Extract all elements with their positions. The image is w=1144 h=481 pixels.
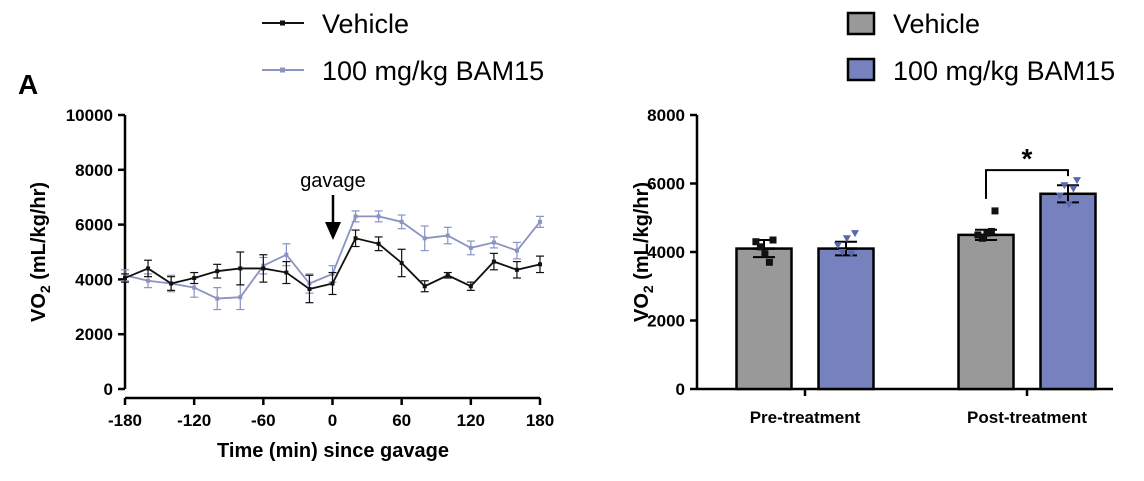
data-point-vehicle	[353, 236, 358, 241]
data-point-vehicle	[422, 284, 427, 289]
data-point-bam15	[491, 240, 496, 245]
data-point-bam15	[284, 252, 289, 257]
data-point-vehicle	[514, 267, 519, 272]
line-x-axis-title: Time (min) since gavage	[217, 440, 449, 462]
data-point-vehicle	[376, 241, 381, 246]
bar-point-bam15	[833, 242, 842, 250]
bar-point-vehicle	[761, 250, 769, 258]
data-point-vehicle	[307, 286, 312, 291]
significance-star: *	[1022, 143, 1033, 174]
data-point-vehicle	[169, 281, 174, 286]
data-point-bam15	[422, 236, 427, 241]
data-point-vehicle	[468, 284, 473, 289]
bar-vehicle	[957, 233, 1015, 391]
data-point-bam15	[514, 248, 519, 253]
bar-point-bam15	[1060, 182, 1069, 190]
data-point-vehicle	[491, 259, 496, 264]
data-point-vehicle	[123, 276, 127, 281]
bar-point-vehicle	[987, 227, 995, 235]
gavage-arrow	[325, 195, 341, 240]
bar-point-vehicle	[974, 231, 982, 239]
bar-point-bam15	[1069, 185, 1078, 193]
data-point-vehicle	[146, 266, 151, 271]
bar-category-label: Pre-treatment	[750, 408, 861, 427]
line-y-axis-title: VO2 (mL/kg/hr)	[28, 182, 53, 322]
data-point-bam15	[215, 296, 220, 301]
bar-point-vehicle	[983, 229, 991, 237]
line-chart: 0 2000 4000 6000 8000 10000 -180 -120 -60 0 60 120 1…	[66, 106, 554, 430]
bar-y-tick-label: 4000	[647, 243, 685, 262]
bar-bam15	[817, 247, 875, 391]
data-point-vehicle	[538, 262, 542, 267]
line-y-tick-label: 4000	[75, 270, 113, 289]
bar-y-tick-label: 6000	[647, 175, 685, 194]
legend-vehicle-line-marker	[280, 20, 285, 26]
data-point-vehicle	[215, 269, 220, 274]
legend-vehicle-bar-swatch	[846, 11, 876, 36]
bar-y-tick-label: 2000	[647, 312, 685, 331]
data-point-bam15	[353, 214, 358, 219]
data-point-vehicle	[261, 266, 266, 271]
bar-point-vehicle	[991, 207, 999, 215]
line-legend: Vehicle 100 mg/kg BAM15	[262, 9, 544, 86]
bar-point-vehicle	[769, 236, 777, 244]
bar-point-bam15	[1073, 177, 1081, 185]
panel-label: A	[18, 69, 38, 100]
bar-chart: 0 2000 4000 6000 8000 Pre-treatment Post-treat…	[647, 106, 1113, 427]
data-point-bam15	[399, 219, 404, 224]
bar-point-bam15	[1055, 192, 1064, 200]
data-point-bam15	[192, 285, 197, 290]
bar-point-vehicle	[765, 258, 773, 266]
legend-bam15-bar-label: 100 mg/kg BAM15	[893, 56, 1115, 86]
series-vehicle	[121, 229, 544, 304]
data-point-bam15	[238, 295, 243, 300]
data-point-vehicle	[284, 270, 289, 275]
bar-point-bam15	[847, 250, 856, 258]
bar-point-bam15	[838, 249, 847, 256]
bar-point-vehicle	[756, 243, 764, 251]
bar-point-vehicle	[978, 234, 986, 242]
data-point-bam15	[468, 245, 473, 250]
line-y-tick-label: 2000	[75, 325, 113, 344]
line-x-tick-label: 60	[392, 411, 411, 430]
bar-bam15	[1039, 192, 1097, 391]
legend-bam15-line-marker	[280, 67, 285, 73]
line-y-tick-label: 10000	[66, 106, 113, 125]
bar-point-bam15	[1064, 201, 1073, 209]
bar-y-tick-label: 0	[676, 380, 685, 399]
data-point-vehicle	[445, 273, 450, 278]
bar-vehicle	[735, 247, 793, 391]
line-y-tick-label: 8000	[75, 161, 113, 180]
data-point-vehicle	[238, 266, 243, 271]
data-point-bam15	[445, 233, 450, 238]
line-x-tick-label: 180	[526, 411, 554, 430]
line-x-tick-label: 120	[457, 411, 485, 430]
bar-y-axis-title: VO2 (mL/kg/hr)	[631, 182, 656, 322]
data-point-bam15	[538, 219, 542, 224]
data-point-vehicle	[192, 276, 197, 281]
data-point-bam15	[146, 278, 151, 283]
legend-bam15-bar-swatch	[846, 57, 876, 82]
legend-vehicle-line-label: Vehicle	[322, 9, 409, 39]
legend-bam15-line-label: 100 mg/kg BAM15	[322, 56, 544, 86]
bar-point-bam15	[851, 230, 859, 238]
bar-point-bam15	[842, 235, 851, 243]
bar-category-label: Post-treatment	[967, 408, 1087, 427]
data-point-vehicle	[399, 260, 404, 265]
line-x-tick-label: 0	[328, 411, 337, 430]
data-point-vehicle	[330, 281, 335, 286]
bar-legend: Vehicle 100 mg/kg BAM15	[846, 9, 1115, 86]
line-y-tick-label: 0	[104, 380, 113, 399]
line-x-tick-label: -60	[251, 411, 276, 430]
bar-point-vehicle	[752, 238, 760, 246]
data-point-bam15	[376, 214, 381, 219]
line-x-tick-label: -120	[177, 411, 211, 430]
bar-y-tick-label: 8000	[647, 106, 685, 125]
gavage-annotation: gavage	[300, 170, 366, 192]
line-y-tick-label: 6000	[75, 216, 113, 235]
legend-vehicle-bar-label: Vehicle	[893, 9, 980, 39]
line-x-tick-label: -180	[108, 411, 142, 430]
significance-bracket	[985, 169, 1069, 199]
